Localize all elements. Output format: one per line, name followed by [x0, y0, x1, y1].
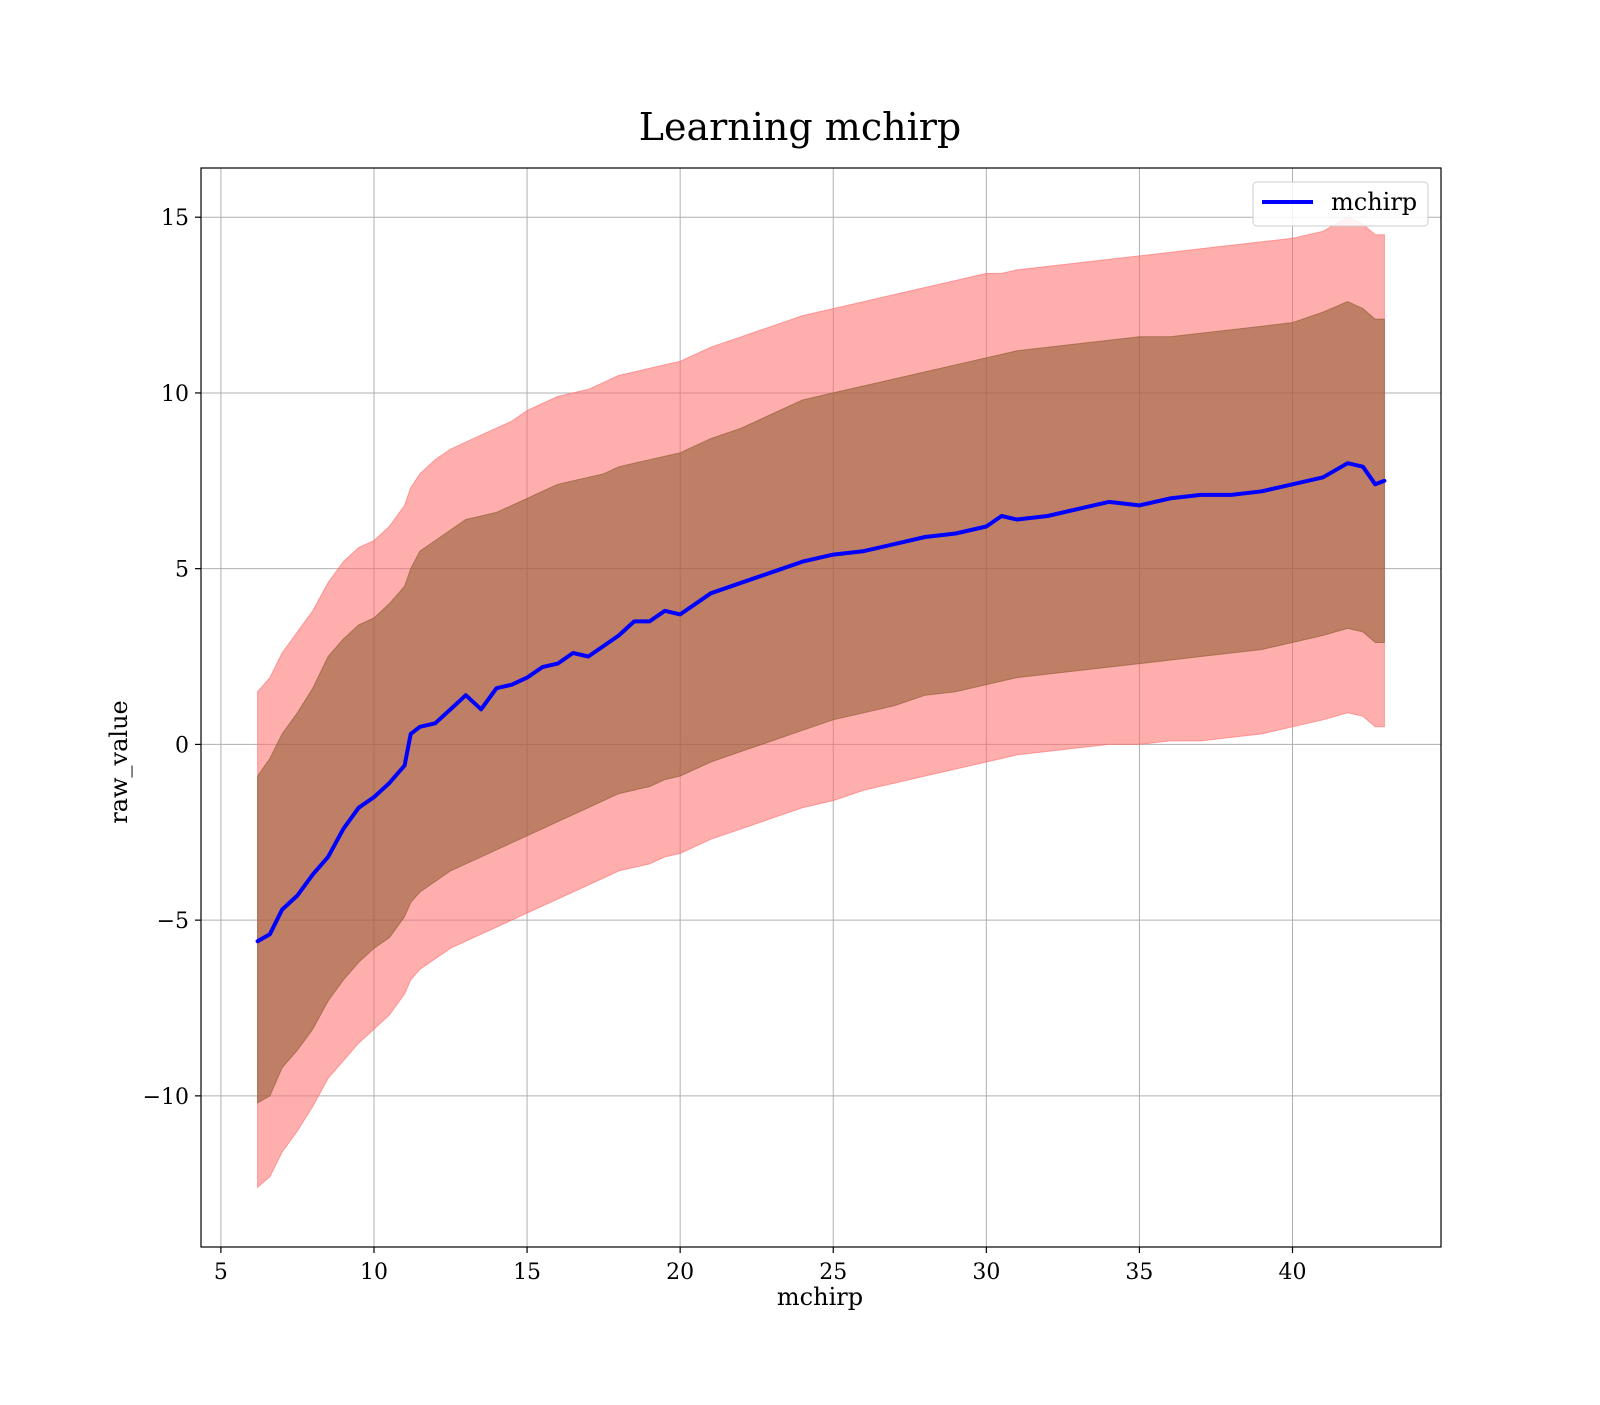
x-tick-label-6: 35	[1125, 1260, 1153, 1285]
ticks: 5 10 15 20 25 30 35 40 −10 −5 0 5 10 15	[143, 206, 1307, 1285]
y-axis-title: raw_value	[105, 700, 133, 824]
series-line-mchirp	[255, 461, 1387, 944]
x-tick-label-3: 20	[666, 1260, 694, 1285]
y-tick-label-5: 15	[161, 206, 189, 231]
series-lines	[255, 461, 1387, 944]
x-tick-label-0: 5	[214, 1260, 228, 1285]
legend-box	[1252, 181, 1429, 227]
x-tick-label-2: 15	[513, 1260, 541, 1285]
x-tick-label-5: 30	[972, 1260, 1000, 1285]
plot-frame	[200, 167, 1442, 1248]
y-tick-label-4: 10	[161, 382, 189, 407]
y-tick-label-0: −10	[143, 1085, 189, 1110]
x-axis-title: mchirp	[777, 1283, 863, 1311]
x-tick-label-7: 40	[1279, 1260, 1307, 1285]
x-tick-label-4: 25	[819, 1260, 847, 1285]
legend: mchirp	[1252, 181, 1429, 227]
chart-title: Learning mchirp	[639, 105, 961, 149]
y-tick-label-1: −5	[157, 909, 189, 934]
y-tick-label-2: 0	[175, 733, 189, 758]
y-tick-label-3: 5	[175, 558, 189, 583]
x-tick-label-1: 10	[360, 1260, 388, 1285]
legend-label: mchirp	[1331, 188, 1417, 216]
